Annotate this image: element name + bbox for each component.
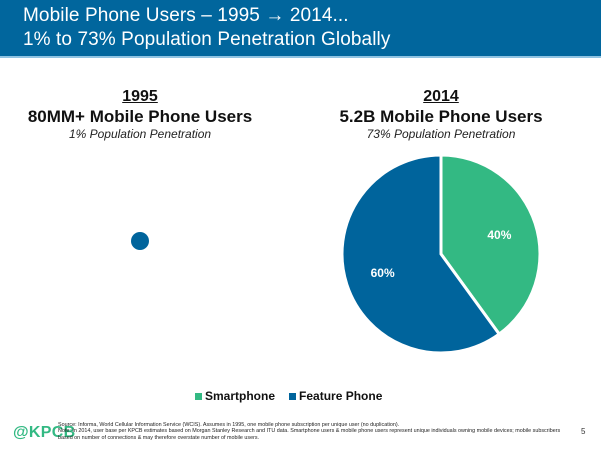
pie-label-feature-phone: 60% bbox=[371, 266, 395, 280]
legend-item-smartphone: Smartphone bbox=[195, 389, 275, 403]
panel-1995-heading: 1995 80MM+ Mobile Phone Users 1% Populat… bbox=[0, 87, 280, 142]
legend-swatch-smartphone bbox=[195, 392, 202, 400]
kpcb-logo: @KPCB bbox=[13, 424, 76, 441]
legend-item-feature-phone: Feature Phone bbox=[289, 389, 382, 403]
slide-header: Mobile Phone Users – 1995 → 2014... 1% t… bbox=[0, 0, 601, 58]
pie-label-smartphone: 40% bbox=[487, 228, 511, 242]
slide-title-line2: 1% to 73% Population Penetration Globall… bbox=[23, 29, 391, 50]
panel-penetration: 1% Population Penetration bbox=[68, 127, 212, 141]
panel-year: 1995 bbox=[122, 88, 158, 105]
panel-users: 5.2B Mobile Phone Users bbox=[339, 107, 543, 126]
methodology-note: Note: In 2014, user base per KPCB estima… bbox=[58, 428, 561, 441]
page-number: 5 bbox=[581, 427, 586, 436]
panel-users: 80MM+ Mobile Phone Users bbox=[27, 107, 253, 126]
legend-label: Feature Phone bbox=[299, 389, 383, 403]
chart-legend: Smartphone Feature Phone bbox=[195, 389, 382, 403]
footnotes: Source: Informa, World Cellular Informat… bbox=[58, 422, 563, 441]
panel-2014-heading: 2014 5.2B Mobile Phone Users 73% Populat… bbox=[301, 87, 581, 142]
pie-slice-smartphone bbox=[439, 153, 542, 337]
pie-slice-feature-phone bbox=[340, 153, 502, 355]
slide-title-line1: Mobile Phone Users – 1995 → 2014... bbox=[23, 5, 349, 26]
legend-swatch-feature-phone bbox=[289, 392, 297, 400]
legend-label: Smartphone bbox=[205, 389, 276, 403]
panel-penetration: 73% Population Penetration bbox=[366, 127, 516, 141]
pie-1995-circle bbox=[131, 232, 149, 250]
panel-year: 2014 bbox=[423, 88, 459, 105]
source-note: Source: Informa, World Cellular Informat… bbox=[58, 422, 400, 428]
